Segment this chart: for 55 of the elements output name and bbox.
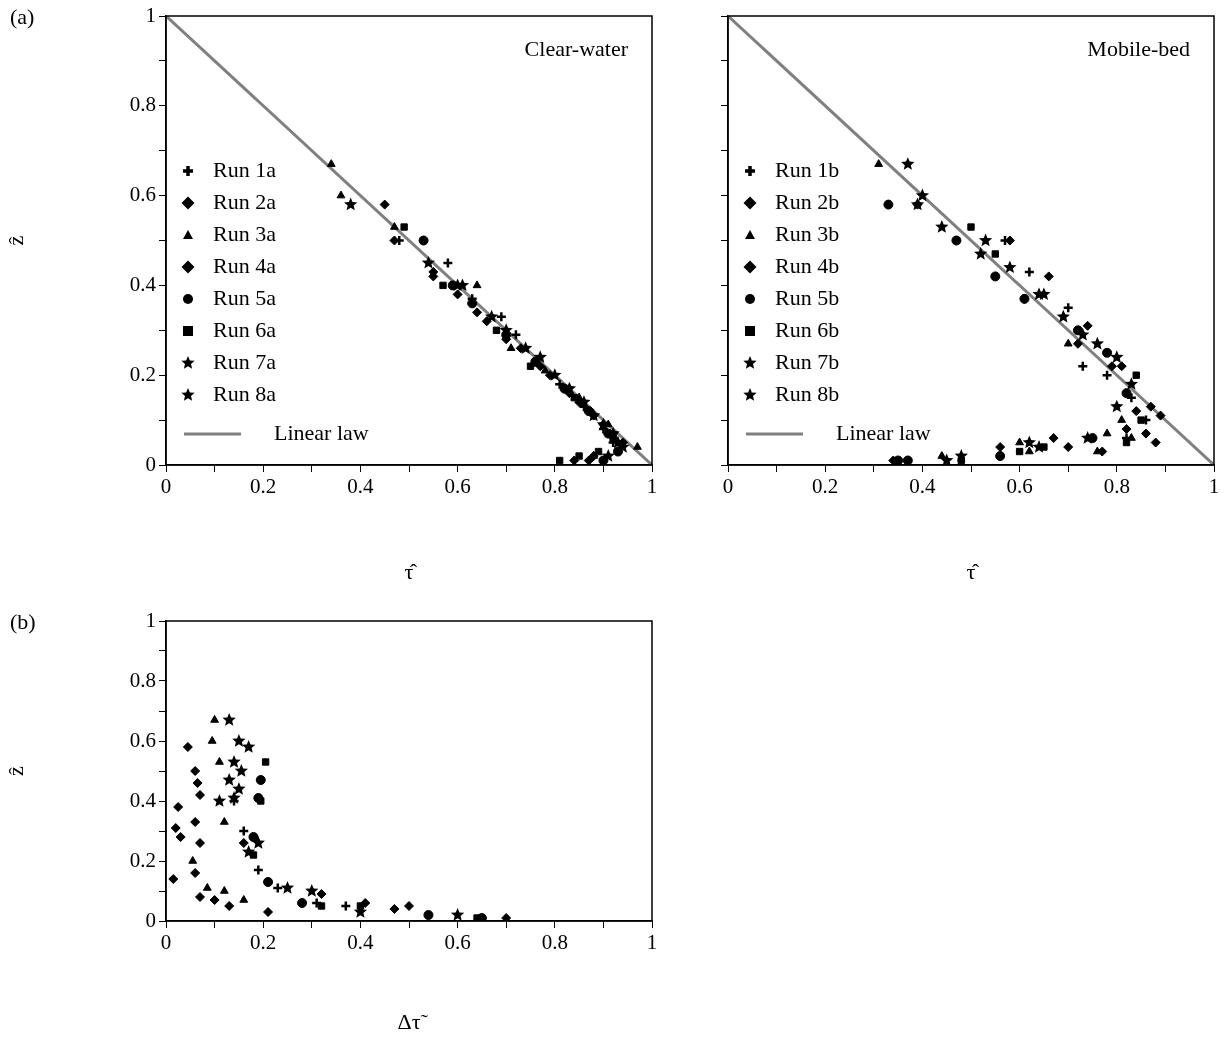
x-tick-label: 0.6 [1006, 474, 1033, 499]
y-tick-label: 0.2 [129, 361, 156, 386]
text: Clear-water [524, 35, 629, 61]
x-tick-label: 0.8 [1103, 474, 1130, 499]
x-tick-label: 0 [722, 474, 734, 499]
legend-label: Run 2b [775, 188, 840, 214]
y-tick-label: 1 [145, 607, 156, 632]
y-tick-label: 0.8 [129, 92, 156, 117]
y-tick-label: 0.4 [129, 787, 157, 812]
legend-label: Linear law [836, 419, 931, 445]
y-tick-label: 0 [145, 907, 156, 932]
x-axis-title: τ̂ [966, 558, 980, 584]
x-tick-label: 0.6 [444, 930, 471, 955]
legend-label: Run 3a [213, 220, 277, 246]
x-axis-title: τ̂ [404, 558, 418, 584]
legend-label: Run 5a [213, 284, 277, 310]
x-tick-label: 0.8 [541, 930, 568, 955]
legend-label: Run 4a [213, 252, 277, 278]
legend-label: Run 8a [213, 380, 277, 406]
x-tick-label: 0.2 [250, 474, 277, 499]
x-tick-label: 0.2 [250, 930, 277, 955]
x-tick-label: 0.2 [812, 474, 839, 499]
legend-label: Run 4b [775, 252, 840, 278]
x-tick-label: 0.6 [444, 474, 471, 499]
text: Mobile-bed [1087, 35, 1190, 61]
legend-label: Run 6b [775, 316, 840, 342]
x-tick-label: 0.4 [909, 474, 937, 499]
y-tick-label: 0.6 [129, 182, 156, 207]
legend-label: Run 6a [213, 316, 277, 342]
x-tick-label: 0.4 [347, 474, 375, 499]
legend-label: Run 7a [213, 348, 277, 374]
y-tick-label: 0.2 [129, 847, 156, 872]
x-tick-label: 1 [646, 474, 658, 499]
y-tick-label: 0.6 [129, 727, 156, 752]
x-tick-label: 0.8 [541, 474, 568, 499]
y-axis-title: ẑ [2, 765, 28, 776]
y-tick-label: 0.4 [129, 271, 157, 296]
y-tick-label: 0.8 [129, 667, 156, 692]
legend-label: Run 8b [775, 380, 840, 406]
legend-label: Run 2a [213, 188, 277, 214]
x-tick-label: 1 [1208, 474, 1220, 499]
y-tick-label: 1 [145, 2, 156, 27]
x-tick-label: 0.4 [347, 930, 375, 955]
legend-label: Run 3b [775, 220, 840, 246]
x-axis-title: Δτ̃ [397, 1008, 429, 1034]
x-tick-label: 1 [646, 930, 658, 955]
legend-label: Linear law [274, 419, 369, 445]
chart-title: (b) [10, 608, 36, 634]
legend-label: Run 1a [213, 156, 277, 182]
legend-label: Run 5b [775, 284, 840, 310]
y-axis-title: ẑ [2, 235, 28, 246]
y-tick-label: 0 [145, 451, 156, 476]
legend-label: Run 7b [775, 348, 840, 374]
chart-title: (a) [10, 3, 35, 29]
legend-label: Run 1b [775, 156, 840, 182]
